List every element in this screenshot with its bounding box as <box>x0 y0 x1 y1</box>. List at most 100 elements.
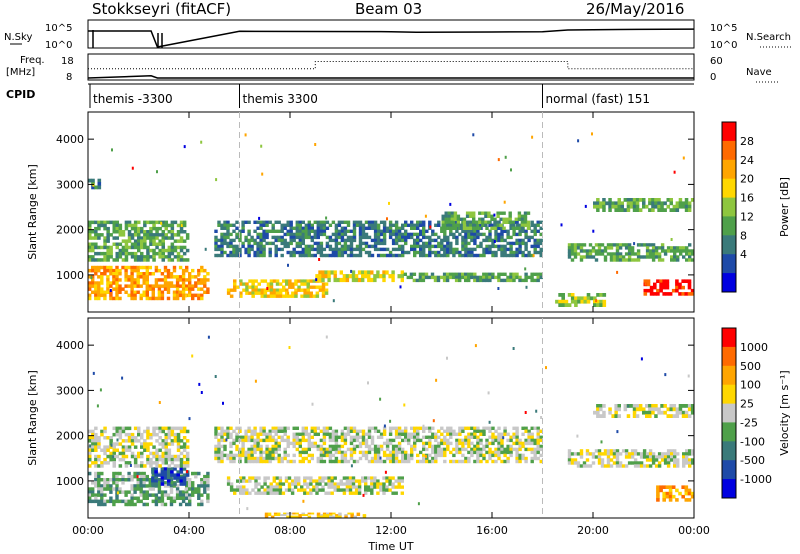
heatmap-cell <box>148 296 152 301</box>
heatmap-cell <box>648 198 652 202</box>
heatmap-cell <box>145 265 149 270</box>
heatmap-cell <box>430 275 435 280</box>
heatmap-cell <box>155 220 159 225</box>
heatmap-cell <box>146 255 150 259</box>
heatmap-cell <box>416 244 420 249</box>
heatmap-cell <box>444 226 448 230</box>
heatmap-cell <box>253 426 257 430</box>
heatmap-cell <box>182 222 185 226</box>
heatmap-cell <box>416 220 420 224</box>
heatmap-cell <box>197 502 201 507</box>
heatmap-cell <box>310 453 314 458</box>
heatmap-cell <box>373 220 378 224</box>
heatmap-cell <box>342 476 347 480</box>
heatmap-cell <box>621 258 626 262</box>
heatmap-cell <box>303 294 307 298</box>
heatmap-cell <box>250 450 254 455</box>
heatmap-cell <box>88 268 92 273</box>
heatmap-cell <box>280 426 284 430</box>
heatmap-cell <box>268 229 272 233</box>
heatmap-cell <box>292 444 296 449</box>
heatmap-cell <box>244 459 248 464</box>
heatmap-cell <box>274 444 278 449</box>
heatmap-cell <box>103 242 107 246</box>
heatmap-cell <box>157 293 162 298</box>
heatmap-cell <box>670 458 674 462</box>
heatmap-cell <box>173 426 178 431</box>
heatmap-cell <box>133 296 137 301</box>
heatmap-cell <box>358 247 363 252</box>
heatmap-cell <box>242 288 246 292</box>
heatmap-cell <box>401 226 405 230</box>
heatmap-cell <box>642 255 647 259</box>
heatmap-cell <box>307 453 311 458</box>
heatmap-cell <box>530 275 534 280</box>
heatmap-cell <box>533 223 537 227</box>
heatmap-cell <box>166 296 171 301</box>
heatmap-cell <box>304 450 308 455</box>
heatmap-cell <box>247 247 251 252</box>
heatmap-cell <box>325 253 330 258</box>
heatmap-cell <box>203 278 207 282</box>
heatmap-cell <box>627 243 632 247</box>
heatmap-cell <box>415 278 420 283</box>
heatmap-cell <box>321 274 325 279</box>
heatmap-cell <box>298 253 302 258</box>
heatmap-cell <box>331 238 336 243</box>
heatmap-cell <box>133 436 138 440</box>
heatmap-cell <box>533 278 537 283</box>
heatmap-cell <box>521 432 525 436</box>
heatmap-cell <box>666 455 671 459</box>
heatmap-cell <box>494 450 498 455</box>
heatmap-cell <box>452 453 456 458</box>
heatmap-cell <box>388 220 393 224</box>
heatmap-cell <box>103 226 107 231</box>
heatmap-cell <box>361 223 366 227</box>
heatmap-cell <box>449 232 453 237</box>
heatmap-cell <box>145 490 149 494</box>
heatmap-cell <box>140 432 144 437</box>
heatmap-cell <box>437 244 441 249</box>
heatmap-cell <box>109 248 113 253</box>
heatmap-cell <box>265 223 269 227</box>
heatmap-cell <box>251 282 255 286</box>
heatmap-cell <box>235 247 239 252</box>
heatmap-cell <box>185 496 189 500</box>
heatmap-cell <box>176 448 181 452</box>
heatmap-cell <box>367 444 372 449</box>
heatmap-cell <box>476 456 480 461</box>
heatmap-cell <box>173 439 178 443</box>
heatmap-cell <box>358 226 363 230</box>
heatmap-cell <box>476 229 480 233</box>
heatmap-cell <box>121 251 126 256</box>
heatmap-cell <box>200 502 204 507</box>
heatmap-cell <box>226 453 230 458</box>
heatmap-cell <box>362 514 367 516</box>
heatmap-cell <box>337 232 342 237</box>
heatmap-cell <box>443 232 447 237</box>
heatmap-cell <box>316 456 320 461</box>
heatmap-cell <box>269 285 274 289</box>
heatmap-cell <box>348 274 353 279</box>
heatmap-cell <box>232 429 236 433</box>
heatmap-cell <box>488 223 492 227</box>
heatmap-cell <box>130 265 134 270</box>
heatmap-cell <box>307 438 311 443</box>
heatmap-cell <box>586 299 591 304</box>
heatmap-cell <box>636 464 641 468</box>
heatmap-cell <box>531 135 534 139</box>
heatmap-cell <box>425 229 429 233</box>
heatmap-cell <box>675 488 679 493</box>
heatmap-cell <box>247 453 251 458</box>
heatmap-cell <box>633 242 636 246</box>
heatmap-cell <box>618 243 623 247</box>
heatmap-cell <box>262 253 266 258</box>
heatmap-cell <box>298 229 302 233</box>
heatmap-cell <box>109 265 113 270</box>
heatmap-cell <box>88 448 92 452</box>
heatmap-cell <box>137 451 141 456</box>
heatmap-cell <box>602 303 607 307</box>
heatmap-cell <box>376 450 381 455</box>
heatmap-cell <box>97 245 101 250</box>
heatmap-cell <box>149 461 153 465</box>
